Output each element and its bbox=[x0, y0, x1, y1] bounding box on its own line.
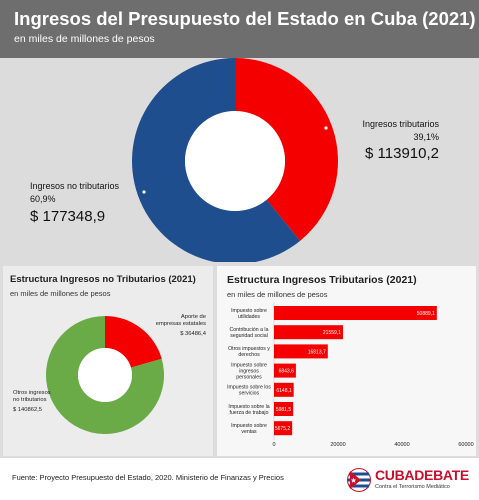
bar-7 bbox=[274, 421, 293, 436]
bar-category-label-2: Contribución a la seguridad social bbox=[230, 327, 269, 339]
bar-4 bbox=[274, 363, 296, 378]
bar-value-label-6: 5981,5 bbox=[276, 407, 292, 413]
bar-value-label-2: 21559,1 bbox=[323, 330, 341, 336]
bar-3 bbox=[274, 344, 328, 359]
bar-6 bbox=[274, 402, 294, 416]
bar-category-label-7: Impuesto sobre ventas bbox=[231, 423, 267, 435]
label-tributarios: Ingresos tributarios bbox=[362, 119, 439, 129]
tax-bar-chart: 50889,1 Impuesto sobre utilidades 21559,1 Co… bbox=[227, 302, 474, 448]
bar-category-label-6: Impuesto sobre la fuerza de trabajo bbox=[228, 404, 269, 416]
main-leader-dot-2 bbox=[142, 190, 146, 194]
value-no-tributarios: $ 177348,9 bbox=[30, 208, 105, 225]
main-donut-slice-1 bbox=[235, 58, 338, 241]
main-donut-hole bbox=[185, 111, 285, 211]
tax-panel: Estructura Ingresos Tributarios (2021) e… bbox=[217, 266, 476, 456]
label-no-tributarios: Ingresos no tributarios bbox=[30, 181, 120, 191]
non-tax-panel: Estructura Ingresos no Tributarios (2021… bbox=[3, 266, 213, 456]
percent-no-tributarios: 60,9% bbox=[30, 194, 56, 204]
bar-2 bbox=[274, 325, 343, 340]
value-tributarios: $ 113910,2 bbox=[365, 145, 439, 162]
label-otros-line2: no tributarios bbox=[13, 397, 47, 403]
source-note: Fuente: Proyecto Presupuesto del Estado,… bbox=[12, 473, 284, 482]
bar-value-label-1: 50889,1 bbox=[417, 311, 435, 317]
main-leader-dot-1 bbox=[324, 126, 328, 130]
non-tax-subtitle: en miles de millones de pesos bbox=[10, 289, 111, 298]
bar-category-label-5: Impuesto sobre los servicios bbox=[227, 385, 271, 397]
label-otros-line1: Otros ingresos bbox=[13, 390, 51, 396]
x-tick-2: 20000 bbox=[330, 442, 345, 448]
value-otros: $ 140862,5 bbox=[13, 407, 42, 413]
bar-value-label-4: 6843,6 bbox=[279, 369, 295, 375]
x-tick-3: 40000 bbox=[394, 442, 409, 448]
label-aporte-line1: Aporte de bbox=[181, 314, 206, 320]
bar-value-label-5: 6148,1 bbox=[276, 388, 292, 394]
brand-name-a: CUBA bbox=[375, 467, 415, 483]
small-donut-slice-1 bbox=[105, 316, 162, 368]
header-banner: Ingresos del Presupuesto del Estado en C… bbox=[0, 0, 479, 58]
percent-tributarios: 39,1% bbox=[413, 132, 439, 142]
main-donut-slice-2 bbox=[132, 58, 301, 264]
tax-subtitle: en miles de millones de pesos bbox=[227, 290, 328, 299]
small-donut-hole bbox=[78, 348, 132, 402]
brand-name: CUBADEBATE bbox=[375, 467, 469, 483]
tax-title: Estructura Ingresos Tributarios (2021) bbox=[227, 274, 417, 286]
small-donut-slice-2 bbox=[45, 316, 164, 434]
footer: Fuente: Proyecto Presupuesto del Estado,… bbox=[0, 458, 479, 500]
label-aporte-line2: empresas estatales bbox=[156, 321, 206, 327]
brand-logo[interactable]: CUBADEBATE Contra el Terrorismo Mediátic… bbox=[347, 465, 472, 495]
value-aporte: $ 36486,4 bbox=[180, 331, 207, 337]
bar-value-label-7: 5675,2 bbox=[275, 426, 291, 432]
x-tick-1: 0 bbox=[272, 442, 275, 448]
page-title: Ingresos del Presupuesto del Estado en C… bbox=[14, 8, 476, 29]
bar-category-label-1: Impuesto sobre utilidades bbox=[231, 308, 267, 320]
brand-tagline: Contra el Terrorismo Mediático bbox=[375, 484, 450, 490]
cuba-flag-icon bbox=[347, 468, 371, 492]
main-donut-chart: Ingresos tributarios 39,1% $ 113910,2 Ingre… bbox=[30, 58, 439, 264]
non-tax-title: Estructura Ingresos no Tributarios (2021… bbox=[10, 274, 196, 285]
bar-category-label-4: Impuesto sobre ingresos personales bbox=[231, 362, 267, 380]
bar-category-label-3: Otros impuestos y derechos bbox=[228, 346, 270, 358]
bar-1 bbox=[274, 306, 437, 320]
bar-5 bbox=[274, 382, 294, 397]
page-subtitle: en miles de millones de pesos bbox=[14, 33, 155, 45]
bar-value-label-3: 16813,7 bbox=[308, 349, 326, 355]
brand-name-b: DEBATE bbox=[414, 467, 469, 483]
main-donut-panel: Ingresos tributarios 39,1% $ 113910,2 Ingre… bbox=[10, 58, 475, 264]
x-tick-4: 60000 bbox=[458, 442, 473, 448]
